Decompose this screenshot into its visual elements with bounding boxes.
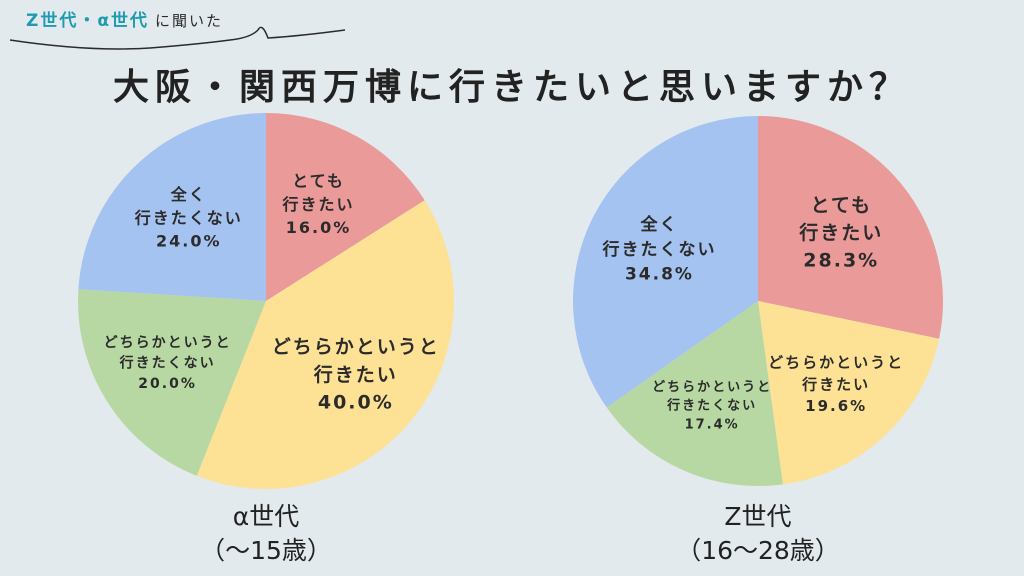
header-tag-plain: に聞いた	[155, 12, 224, 30]
slice-value-label: 28.3%	[803, 249, 879, 271]
slice-category-label: どちらかというと	[272, 336, 440, 358]
slice-category-label: 行きたい	[313, 363, 398, 386]
group-age-range: （〜15歳）	[200, 536, 332, 565]
slice-value-label: 19.6%	[805, 397, 867, 415]
header-tag-accent: Z世代・α世代	[26, 11, 150, 31]
header-tag: Z世代・α世代 に聞いた	[26, 6, 223, 31]
slice-value-label: 20.0%	[138, 376, 197, 392]
pie-1: とても行きたい28.3%どちらかというと行きたい19.6%どちらかというと行きた…	[573, 116, 943, 486]
slice-category-label: どちらかというと	[652, 380, 772, 395]
slice-value-label: 34.8%	[625, 265, 694, 285]
group-name: Z世代	[724, 502, 792, 531]
slice-category-label: 行きたい	[798, 221, 883, 244]
pie-slice	[758, 301, 940, 485]
pie-slice	[78, 113, 266, 301]
slice-category-label: 行きたくない	[666, 398, 757, 414]
slice-category-label: 行きたい	[801, 375, 870, 393]
group-caption-z: Z世代 （16〜28歳）	[608, 500, 908, 568]
slice-category-label: 行きたくない	[601, 239, 716, 260]
slice-category-label: とても	[292, 172, 345, 191]
slice-value-label: 40.0%	[318, 391, 394, 413]
slice-category-label: 全く	[639, 214, 678, 235]
pie-slice	[266, 113, 425, 301]
slice-value-label: 17.4%	[685, 417, 740, 432]
slice-category-label: 行きたくない	[134, 208, 243, 227]
slice-value-label: 16.0%	[286, 218, 352, 237]
slice-category-label: 行きたい	[282, 195, 355, 214]
slice-value-label: 24.0%	[156, 231, 222, 250]
slice-category-label: 全く	[170, 185, 207, 204]
pie-slice	[196, 200, 454, 489]
pie-slice	[758, 116, 943, 339]
pie-slice	[606, 301, 783, 486]
page-title: 大阪・関西万博に行きたいと思いますか？	[112, 67, 911, 108]
slice-category-label: どちらかというと	[104, 335, 232, 351]
pie-slice	[573, 116, 758, 408]
group-age-range: （16〜28歳）	[676, 536, 840, 565]
slice-category-label: とても	[811, 194, 872, 216]
pie-0: とても行きたい16.0%どちらかというと行きたい40.0%どちらかというと行きた…	[78, 113, 454, 489]
group-name: α世代	[232, 502, 300, 531]
group-caption-alpha: α世代 （〜15歳）	[116, 500, 416, 568]
pie-slice	[78, 289, 266, 476]
slice-category-label: 行きたくない	[119, 354, 216, 371]
slice-category-label: どちらかというと	[768, 354, 904, 372]
